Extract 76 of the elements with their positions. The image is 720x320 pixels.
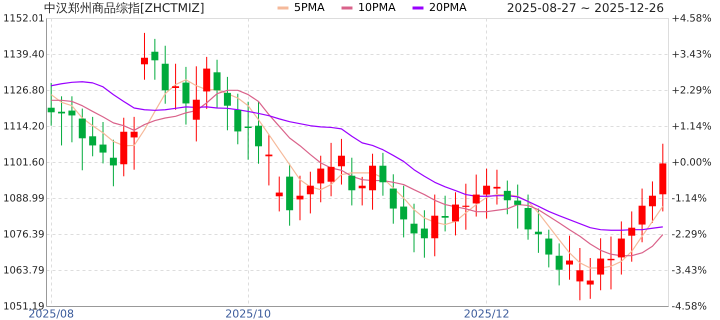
- y-tick-label: 1063.79: [3, 266, 44, 277]
- candlestick: [224, 76, 231, 131]
- candlestick: [586, 257, 594, 300]
- candlestick: [244, 101, 252, 160]
- candlestick: [431, 194, 438, 257]
- candlestick: [607, 236, 614, 290]
- candlestick: [534, 208, 542, 254]
- candlestick: [110, 139, 117, 187]
- candlestick: [68, 96, 76, 143]
- candlestick: [265, 134, 272, 186]
- y2-tick-label: -3.43%: [672, 265, 707, 276]
- candlestick: [545, 229, 552, 268]
- x-tick-label: 2025/10: [225, 308, 271, 320]
- candlestick: [140, 32, 148, 80]
- y-tick-label: 1076.39: [3, 230, 44, 241]
- candlestick: [338, 138, 345, 186]
- candlestick: [78, 108, 86, 171]
- candlestick: [618, 220, 625, 276]
- candlestick: [390, 174, 397, 224]
- x-tick-label: 2025/12: [464, 308, 510, 320]
- candlestick: [514, 184, 522, 230]
- chart-title: 中汉郑州商品综指[ZHCTMIZ]: [44, 1, 204, 15]
- candlestick: [576, 247, 584, 301]
- candlestick: [504, 180, 511, 215]
- candlestick: [420, 210, 428, 258]
- candlestick: [628, 210, 636, 262]
- y2-tick-label: +3.43%: [672, 50, 712, 61]
- y-tick-label: 1088.99: [3, 194, 44, 205]
- candlestick: [348, 157, 356, 206]
- y2-tick-label: -1.14%: [672, 193, 707, 204]
- candlestick: [182, 66, 190, 126]
- legend-label: 10PMA: [358, 1, 396, 14]
- candlestick: [410, 203, 418, 253]
- y2-tick-label: +4.58%: [672, 14, 712, 24]
- candlestick: [472, 174, 480, 218]
- y2-tick-label: -4.58%: [672, 302, 707, 312]
- candlestick: [638, 188, 646, 243]
- candlestick: [151, 38, 158, 80]
- candlestick: [214, 59, 221, 109]
- y2-tick-label: +0.00%: [672, 158, 712, 168]
- candlestick: [483, 168, 490, 220]
- candlestick: [130, 116, 138, 170]
- candlestick: [648, 180, 656, 224]
- y2-tick-label: +1.14%: [672, 122, 712, 133]
- candlestick: [400, 185, 408, 238]
- candlestick: [379, 152, 386, 196]
- candlestick: [89, 116, 96, 157]
- candlestick: [203, 56, 210, 110]
- candlestick: [556, 242, 563, 286]
- y-tick-label: 1139.40: [3, 50, 44, 61]
- candlestick: [328, 142, 335, 197]
- candlestick: [255, 101, 262, 164]
- candlestick: [276, 176, 283, 212]
- candlestick: [317, 155, 324, 203]
- candlestick: [524, 194, 532, 240]
- y-tick-label: 1101.60: [3, 158, 44, 168]
- candlestick: [48, 82, 55, 126]
- y-tick-label: 1114.20: [3, 122, 44, 133]
- candlestick: [358, 176, 366, 206]
- candlestick: [296, 175, 304, 221]
- candlestick: [58, 96, 66, 146]
- chart-subtitle: 2025-08-27 ~ 2025-12-26: [506, 1, 664, 15]
- candlestick: [452, 192, 459, 236]
- y-tick-label: 1126.80: [3, 86, 44, 97]
- candlestick: [100, 122, 107, 164]
- legend-label: 20PMA: [429, 1, 468, 14]
- candlestick: [597, 238, 604, 291]
- legend-label: 5PMA: [294, 1, 326, 14]
- y2-tick-label: +2.29%: [672, 86, 712, 96]
- candlestick: [192, 66, 200, 142]
- candlestick: [306, 171, 314, 214]
- candlestick: [566, 235, 574, 280]
- y-tick-label: 1152.01: [3, 14, 44, 24]
- candlestick: [234, 93, 242, 145]
- candlestick: [462, 183, 470, 230]
- y2-tick-label: -2.29%: [672, 230, 707, 240]
